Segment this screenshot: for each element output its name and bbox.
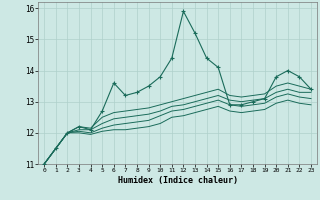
X-axis label: Humidex (Indice chaleur): Humidex (Indice chaleur) (118, 176, 238, 185)
